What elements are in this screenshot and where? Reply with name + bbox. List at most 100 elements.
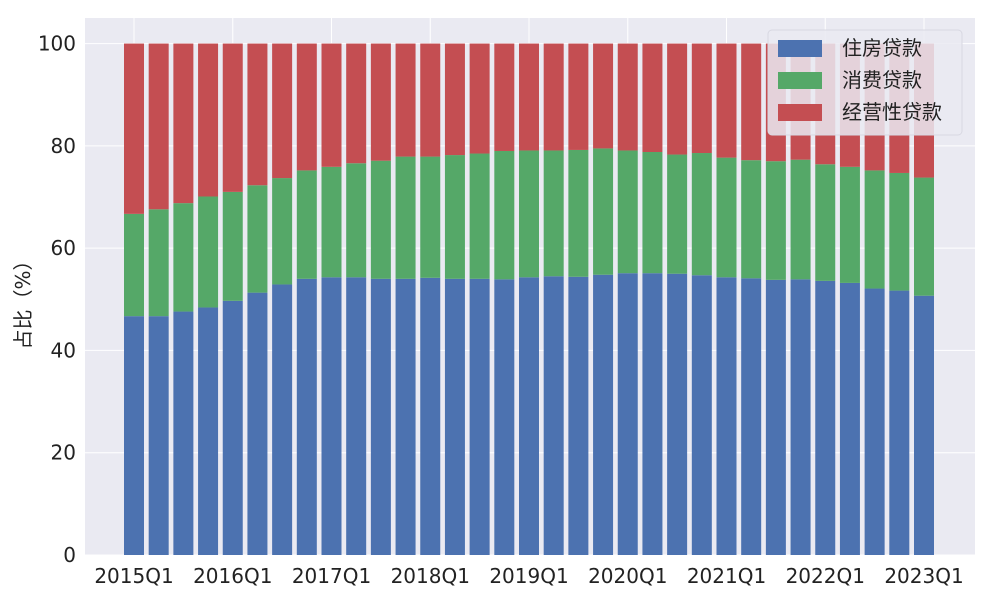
- bar-segment-1-2023Q1: [914, 295, 934, 555]
- bar-segment-2-2016Q1: [222, 191, 243, 301]
- bar-segment-1-2016Q4: [296, 278, 317, 555]
- bar-segment-1-2016Q1: [222, 300, 243, 555]
- y-tick-label: 20: [51, 441, 76, 465]
- bar-segment-3-2015Q3: [173, 43, 194, 204]
- y-tick-label: 80: [51, 134, 76, 158]
- legend-swatch: [778, 40, 822, 57]
- bar-segment-1-2022Q2: [839, 282, 860, 555]
- bar-segment-3-2019Q1: [519, 43, 539, 151]
- bar-segment-2-2019Q2: [543, 150, 564, 277]
- bar-segment-1-2020Q3: [667, 273, 688, 555]
- bar-segment-1-2017Q1: [321, 277, 342, 555]
- bar-segment-2-2015Q2: [148, 209, 169, 317]
- bar-segment-2-2021Q1: [716, 157, 737, 278]
- bar-segment-3-2020Q1: [617, 43, 638, 151]
- bar-segment-3-2019Q4: [593, 43, 614, 149]
- x-tick-label: 2021Q1: [687, 564, 766, 588]
- x-tick-label: 2020Q1: [588, 564, 667, 588]
- bar-segment-3-2015Q4: [198, 43, 219, 197]
- bar-segment-1-2021Q1: [716, 277, 737, 555]
- bar-segment-2-2019Q3: [568, 149, 589, 277]
- bar-segment-1-2018Q4: [494, 279, 515, 555]
- bar-segment-2-2019Q1: [519, 150, 539, 278]
- bar-segment-2-2017Q3: [370, 160, 391, 279]
- y-tick-label: 60: [51, 236, 76, 260]
- y-tick-label: 40: [51, 338, 76, 362]
- bar-segment-1-2017Q2: [346, 277, 367, 555]
- bar-segment-2-2021Q3: [765, 161, 786, 280]
- bar-segment-3-2015Q1: [124, 43, 144, 214]
- bar-segment-1-2016Q2: [247, 292, 268, 555]
- y-tick-label: 0: [63, 543, 76, 567]
- bar-segment-1-2017Q3: [370, 278, 391, 555]
- bar-segment-2-2018Q1: [420, 156, 441, 278]
- bar-segment-2-2020Q3: [667, 154, 688, 274]
- bar-segment-3-2015Q2: [148, 43, 169, 210]
- legend-swatch: [778, 104, 822, 121]
- bar-segment-1-2018Q3: [469, 278, 490, 555]
- bar-segment-3-2018Q4: [494, 43, 515, 151]
- bar-segment-1-2017Q4: [395, 278, 416, 555]
- bar-segment-2-2017Q2: [346, 163, 367, 278]
- bar-segment-3-2018Q2: [444, 43, 465, 156]
- bar-segment-3-2019Q3: [568, 43, 589, 150]
- legend-swatch: [778, 72, 822, 89]
- bar-segment-2-2015Q3: [173, 203, 194, 312]
- bar-segment-3-2020Q2: [642, 43, 663, 152]
- bar-segment-2-2019Q4: [593, 148, 614, 275]
- bar-segment-2-2016Q3: [272, 178, 293, 285]
- x-tick-label: 2019Q1: [489, 564, 568, 588]
- bar-segment-2-2020Q4: [691, 153, 712, 276]
- bar-segment-1-2021Q3: [765, 279, 786, 555]
- bar-segment-1-2018Q2: [444, 278, 465, 555]
- bar-segment-3-2021Q1: [716, 43, 737, 158]
- bar-segment-1-2015Q1: [124, 316, 144, 555]
- bar-segment-2-2022Q3: [864, 170, 885, 289]
- bar-segment-2-2018Q3: [469, 153, 490, 279]
- bar-segment-2-2022Q1: [815, 164, 836, 281]
- bar-segment-1-2015Q3: [173, 311, 194, 555]
- bar-segment-2-2020Q2: [642, 151, 663, 274]
- legend-label: 经营性贷款: [842, 100, 942, 124]
- bar-segment-2-2016Q2: [247, 185, 268, 293]
- y-tick-labels: 0 20 40 60 80 100: [38, 32, 76, 567]
- x-tick-label: 2015Q1: [94, 564, 173, 588]
- bar-segment-3-2017Q4: [395, 43, 416, 157]
- bar-segment-2-2016Q4: [296, 170, 317, 279]
- bar-segment-3-2016Q2: [247, 43, 268, 186]
- bar-segment-1-2016Q3: [272, 284, 293, 555]
- bar-segment-3-2020Q4: [691, 43, 712, 154]
- bar-segment-2-2015Q1: [124, 213, 144, 317]
- bar-segment-1-2022Q1: [815, 280, 836, 555]
- x-tick-label: 2022Q1: [786, 564, 865, 588]
- bar-segment-3-2017Q2: [346, 43, 367, 164]
- bar-segment-2-2021Q2: [741, 160, 762, 279]
- x-tick-label: 2017Q1: [292, 564, 371, 588]
- bar-segment-2-2017Q1: [321, 166, 342, 278]
- bar-segment-1-2019Q2: [543, 276, 564, 555]
- bar-segment-1-2015Q4: [198, 307, 219, 555]
- bar-segment-1-2020Q2: [642, 273, 663, 555]
- bar-segment-3-2016Q3: [272, 43, 293, 179]
- legend-label: 消费贷款: [842, 68, 922, 92]
- bar-segment-2-2023Q1: [914, 177, 934, 296]
- bar-segment-2-2018Q4: [494, 150, 515, 280]
- y-axis-label: 占比（%）: [11, 250, 35, 349]
- bar-segment-1-2015Q2: [148, 316, 169, 555]
- bar-segment-3-2021Q2: [741, 43, 762, 161]
- x-tick-labels: 2015Q1 2016Q1 2017Q1 2018Q1 2019Q1 2020Q1 2021…: [94, 564, 963, 588]
- bar-segment-3-2016Q4: [296, 43, 317, 171]
- legend-label: 住房贷款: [842, 36, 922, 60]
- bar-segment-3-2017Q1: [321, 43, 342, 167]
- bar-segment-1-2020Q4: [691, 275, 712, 555]
- x-tick-label: 2018Q1: [391, 564, 470, 588]
- x-tick-label: 2023Q1: [884, 564, 963, 588]
- y-tick-label: 100: [38, 32, 76, 56]
- bar-segment-2-2022Q2: [839, 166, 860, 283]
- bar-segment-1-2018Q1: [420, 277, 441, 555]
- bar-segment-1-2021Q4: [790, 279, 811, 555]
- bar-segment-1-2022Q3: [864, 288, 885, 555]
